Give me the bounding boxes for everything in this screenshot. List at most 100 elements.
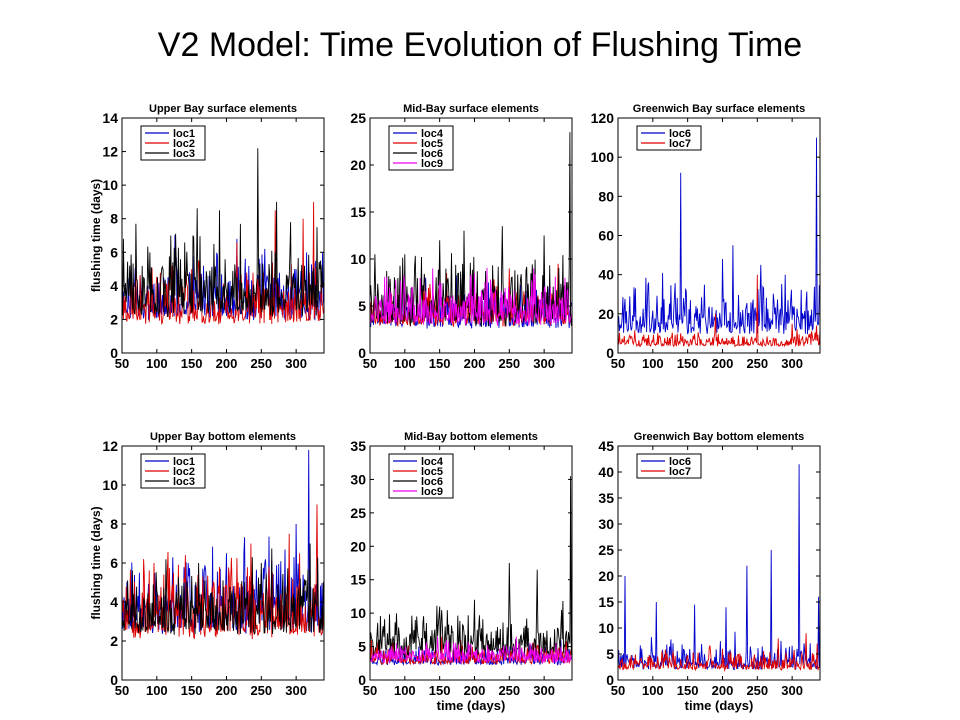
y-tick-label: 0	[606, 672, 614, 688]
legend-label-loc7: loc7	[669, 466, 691, 478]
y-tick-label: 5	[606, 646, 614, 662]
series-line-loc7	[618, 274, 820, 348]
y-tick-label: 15	[598, 594, 614, 610]
x-tick-label: 300	[533, 356, 555, 371]
legend-label-loc3: loc3	[173, 476, 195, 488]
y-tick-label: 60	[598, 228, 614, 244]
legend-label-loc6: loc6	[421, 148, 443, 160]
x-tick-label: 250	[250, 356, 272, 371]
chart-title: Greenwich Bay bottom elements	[634, 431, 805, 443]
y-tick-label: 35	[598, 490, 614, 506]
legend-label-loc2: loc2	[173, 466, 195, 478]
x-tick-label: 150	[677, 356, 699, 371]
y-tick-label: 8	[110, 516, 118, 532]
y-tick-label: 10	[102, 177, 118, 193]
y-tick-label: 12	[102, 438, 118, 454]
chart-title: Mid-Bay bottom elements	[404, 431, 538, 443]
x-tick-label: 50	[115, 356, 129, 371]
legend-label-loc4: loc4	[421, 128, 444, 140]
y-tick-label: 35	[350, 438, 366, 454]
series-line-loc6	[618, 464, 820, 671]
y-axis-label: flushing time (days)	[89, 506, 103, 619]
page-title: V2 Model: Time Evolution of Flushing Tim…	[157, 26, 803, 64]
y-tick-label: 0	[606, 345, 614, 361]
chart-panel-6: 0 5 10 15 20 25 30 35 40 45 50 100 150 200 250 300 Green…	[598, 431, 821, 713]
x-tick-label: 150	[429, 356, 451, 371]
x-tick-label: 100	[394, 356, 416, 371]
y-tick-label: 20	[350, 538, 366, 554]
chart-title: Mid-Bay surface elements	[403, 103, 539, 115]
legend-box	[636, 125, 702, 151]
y-tick-label: 10	[598, 620, 614, 636]
y-tick-label: 40	[598, 464, 614, 480]
series-line-loc7	[618, 633, 820, 672]
x-tick-label: 200	[712, 356, 734, 371]
x-tick-label: 50	[611, 356, 625, 371]
x-tick-label: 50	[363, 683, 377, 698]
y-tick-label: 0	[110, 672, 118, 688]
x-axis-label: time (days)	[685, 698, 754, 713]
y-tick-label: 45	[598, 438, 614, 454]
legend-label-loc4: loc4	[421, 456, 444, 468]
y-tick-label: 8	[110, 211, 118, 227]
x-tick-label: 300	[285, 683, 307, 698]
y-tick-label: 2	[110, 633, 118, 649]
y-tick-label: 0	[358, 672, 366, 688]
y-tick-label: 10	[350, 605, 366, 621]
y-tick-label: 40	[598, 267, 614, 283]
x-tick-label: 250	[250, 683, 272, 698]
y-axis-label: flushing time (days)	[89, 179, 103, 292]
y-tick-label: 15	[350, 572, 366, 588]
x-tick-label: 300	[781, 683, 803, 698]
chart-title: Upper Bay surface elements	[149, 103, 297, 115]
y-tick-label: 5	[358, 639, 366, 655]
y-tick-label: 25	[350, 110, 366, 126]
x-tick-label: 150	[181, 683, 203, 698]
y-tick-label: 10	[350, 251, 366, 267]
x-tick-label: 300	[533, 683, 555, 698]
x-tick-label: 200	[464, 356, 486, 371]
x-tick-label: 100	[146, 356, 168, 371]
x-tick-label: 200	[216, 683, 238, 698]
legend-label-loc3: loc3	[173, 148, 195, 160]
x-tick-label: 100	[642, 356, 664, 371]
legend-label-loc7: loc7	[669, 138, 691, 150]
y-tick-label: 14	[102, 110, 118, 126]
series-line-loc9	[370, 267, 572, 326]
legend-label-loc2: loc2	[173, 138, 195, 150]
y-tick-label: 20	[350, 157, 366, 173]
legend-label-loc9: loc9	[421, 158, 443, 170]
x-tick-label: 50	[611, 683, 625, 698]
chart-panel-2: 0 5 10 15 20 25 50 100 150 200 250 300 Mid-Bay surfa…	[350, 103, 573, 371]
chart-panel-3: 0 20 40 60 80 100 120 50 100 150 200 250 300 Greenwic…	[591, 103, 821, 371]
legend-box	[636, 453, 702, 479]
axes-frame	[369, 117, 573, 354]
y-tick-label: 30	[350, 471, 366, 487]
x-tick-label: 200	[712, 683, 734, 698]
chart-panel-1: 0 2 4 6 8 10 12 14 50 100 150 200 250 300 Upper Bay su…	[89, 103, 325, 371]
y-tick-label: 15	[350, 204, 366, 220]
x-axis-label: time (days)	[437, 698, 506, 713]
x-tick-label: 150	[181, 356, 203, 371]
y-tick-label: 4	[110, 278, 118, 294]
x-tick-label: 100	[642, 683, 664, 698]
y-tick-label: 2	[110, 311, 118, 327]
chart-panel-4: 0 2 4 6 8 10 12 50 100 150 200 250 300 Upper Bay bott…	[89, 431, 325, 698]
legend-label-loc1: loc1	[173, 128, 195, 140]
series-line-loc6	[618, 137, 820, 335]
y-tick-label: 0	[110, 345, 118, 361]
legend-label-loc9: loc9	[421, 486, 443, 498]
legend-label-loc5: loc5	[421, 466, 443, 478]
x-tick-label: 250	[498, 356, 520, 371]
x-tick-label: 300	[285, 356, 307, 371]
axes-frame	[121, 117, 325, 354]
y-tick-label: 30	[598, 516, 614, 532]
x-tick-label: 250	[498, 683, 520, 698]
y-tick-label: 120	[591, 110, 615, 126]
legend-label-loc6: loc6	[421, 476, 443, 488]
legend-label-loc6: loc6	[669, 128, 691, 140]
y-tick-label: 80	[598, 188, 614, 204]
chart-panel-5: 0 5 10 15 20 25 30 35 50 100 150 200 250 300 Mid-Bay b…	[350, 431, 573, 713]
series-line-loc9	[370, 636, 572, 665]
